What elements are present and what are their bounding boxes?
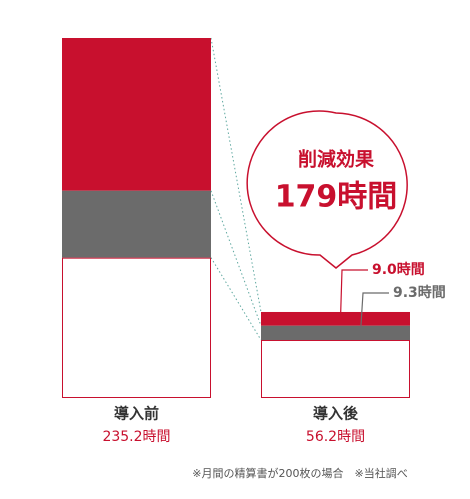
total-label: 56.2時間: [306, 429, 365, 445]
segment-label: 9.0時間: [372, 261, 425, 278]
callout-bubble: [246, 110, 408, 269]
callout-value: 179時間: [275, 180, 398, 215]
total-label: 235.2時間: [102, 429, 170, 445]
footnote: ※月間の精算書が200枚の場合 ※当社調べ: [192, 466, 407, 480]
connector: [210, 37, 262, 313]
category-label: 導入前: [114, 405, 159, 423]
bar-segment: [62, 38, 211, 191]
category-label: 導入後: [313, 405, 359, 423]
bar-segment: [62, 257, 211, 398]
bar-segment: [261, 325, 410, 340]
callout: 削減効果 179時間: [246, 110, 408, 269]
leader-line: [359, 292, 389, 333]
leader-line: [339, 269, 368, 319]
bar-segment: [62, 190, 211, 258]
segment-label: 9.3時間: [393, 284, 446, 301]
bar-segment: [261, 311, 410, 326]
bar-segment: [261, 339, 410, 399]
callout-title: 削減効果: [298, 148, 374, 171]
connector: [210, 257, 262, 341]
